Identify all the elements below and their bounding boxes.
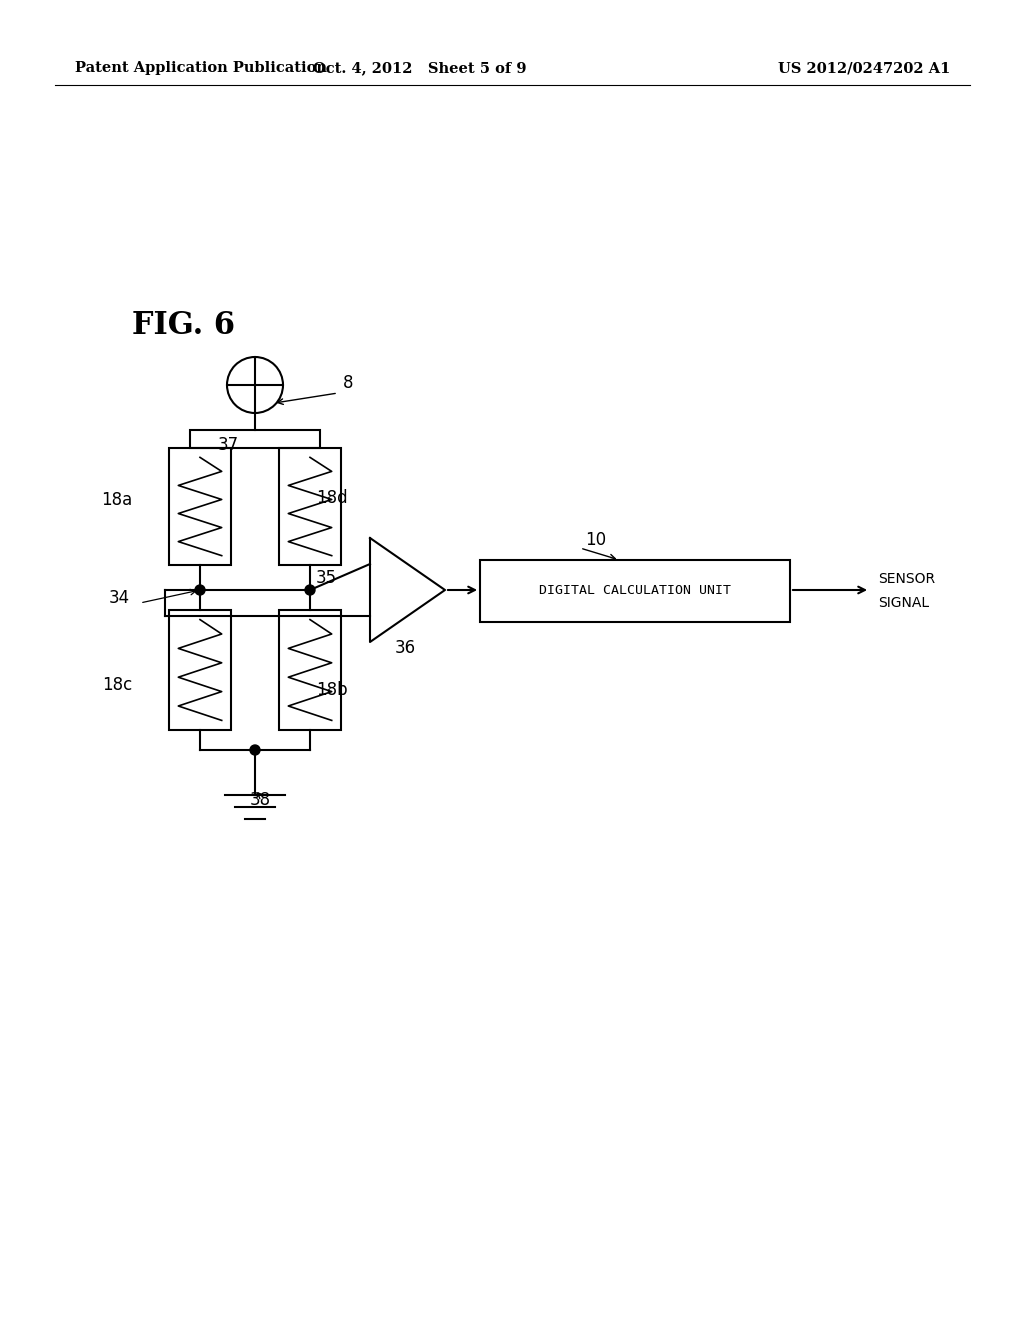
Bar xyxy=(169,447,231,565)
Text: FIG. 6: FIG. 6 xyxy=(132,310,234,341)
Bar xyxy=(169,610,231,730)
Text: 35: 35 xyxy=(316,569,337,587)
Text: 37: 37 xyxy=(218,436,240,454)
Text: 38: 38 xyxy=(250,791,271,809)
Text: US 2012/0247202 A1: US 2012/0247202 A1 xyxy=(777,61,950,75)
Circle shape xyxy=(195,585,205,595)
Bar xyxy=(279,447,341,565)
Circle shape xyxy=(305,585,315,595)
Text: 36: 36 xyxy=(395,639,416,657)
Text: 18b: 18b xyxy=(316,681,347,700)
Bar xyxy=(190,430,319,447)
Text: DIGITAL CALCULATION UNIT: DIGITAL CALCULATION UNIT xyxy=(539,585,731,598)
Bar xyxy=(480,560,790,622)
Text: Oct. 4, 2012   Sheet 5 of 9: Oct. 4, 2012 Sheet 5 of 9 xyxy=(313,61,526,75)
Text: Patent Application Publication: Patent Application Publication xyxy=(75,61,327,75)
Text: SIGNAL: SIGNAL xyxy=(878,597,929,610)
Text: 10: 10 xyxy=(585,531,606,549)
Text: 8: 8 xyxy=(343,374,353,392)
Text: 18c: 18c xyxy=(101,676,132,694)
Text: 34: 34 xyxy=(109,589,130,607)
Text: SENSOR: SENSOR xyxy=(878,572,935,586)
Text: 18d: 18d xyxy=(316,488,347,507)
Bar xyxy=(279,610,341,730)
Text: 18a: 18a xyxy=(100,491,132,510)
Circle shape xyxy=(250,744,260,755)
